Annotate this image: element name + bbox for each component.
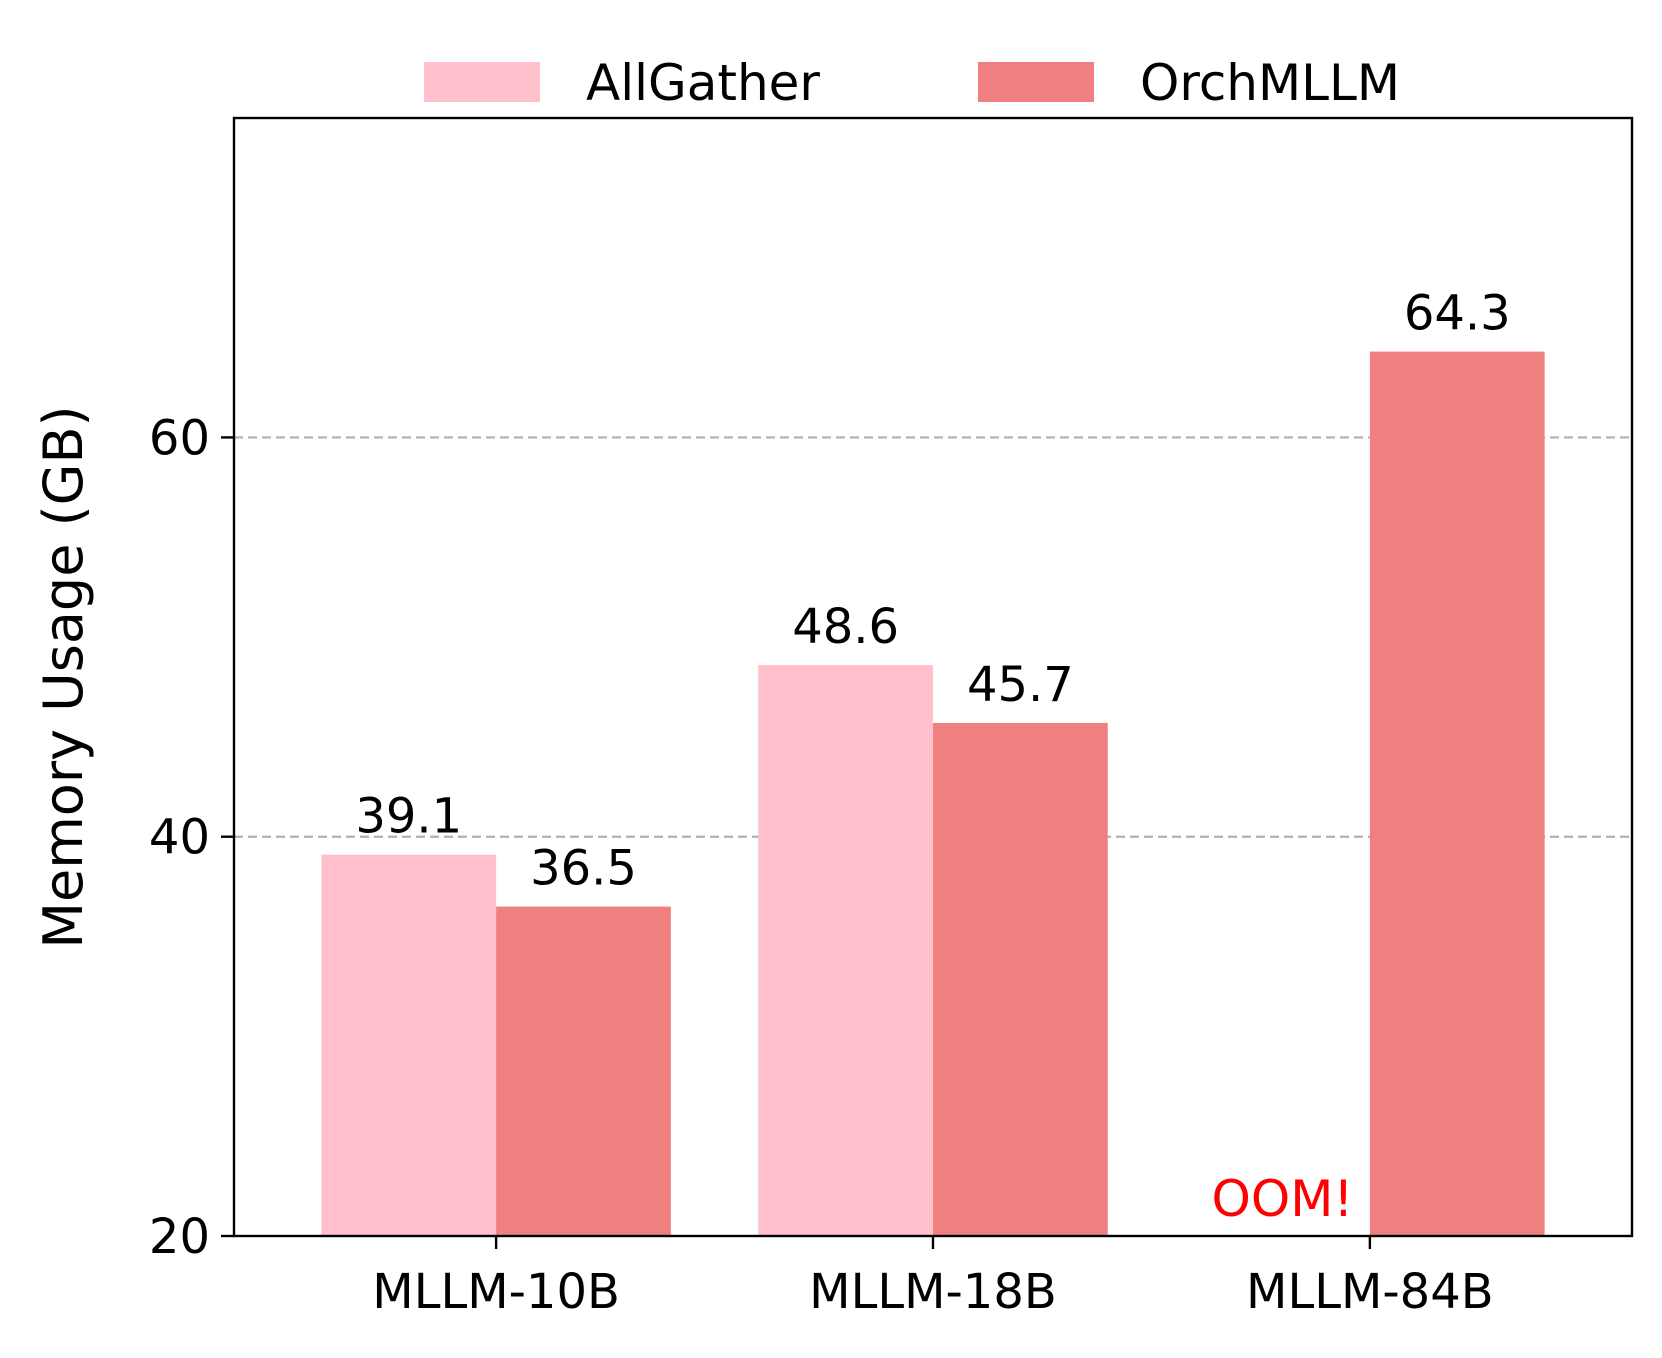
oom-annotation: OOM! xyxy=(1212,1170,1354,1228)
bar-orchmllm-mllm-18b xyxy=(933,722,1108,1236)
legend: AllGather OrchMLLM xyxy=(424,54,1400,112)
legend-swatch-allgather xyxy=(424,62,540,102)
value-label-allgather-mllm-18b: 48.6 xyxy=(792,599,899,655)
legend-label-allgather: AllGather xyxy=(586,54,820,112)
x-tick-label-mllm-84b: MLLM-84B xyxy=(1246,1264,1494,1320)
y-axis: 20 40 60 xyxy=(149,410,234,1265)
x-axis: MLLM-10B MLLM-18B MLLM-84B xyxy=(372,1236,1494,1320)
value-label-orchmllm-mllm-10b: 36.5 xyxy=(530,841,637,897)
x-tick-label-mllm-18b: MLLM-18B xyxy=(809,1264,1057,1320)
legend-swatch-orchmllm xyxy=(978,62,1094,102)
bar-orchmllm-mllm-10b xyxy=(496,906,671,1236)
y-axis-label: Memory Usage (GB) xyxy=(32,405,95,948)
y-tick-label-40: 40 xyxy=(149,810,210,866)
legend-label-orchmllm: OrchMLLM xyxy=(1140,54,1400,112)
value-label-orchmllm-mllm-18b: 45.7 xyxy=(967,657,1074,713)
annotations: OOM! xyxy=(1212,1170,1354,1228)
bar-allgather-mllm-18b xyxy=(758,665,933,1236)
value-label-orchmllm-mllm-84b: 64.3 xyxy=(1404,286,1511,342)
value-label-allgather-mllm-10b: 39.1 xyxy=(355,789,462,845)
x-tick-label-mllm-10b: MLLM-10B xyxy=(372,1264,620,1320)
y-tick-label-20: 20 xyxy=(149,1209,210,1265)
bar-allgather-mllm-10b xyxy=(321,854,497,1236)
value-labels: 39.1 48.6 36.5 45.7 64.3 xyxy=(355,286,1510,897)
y-tick-label-60: 60 xyxy=(149,410,210,466)
bar-orchmllm-mllm-84b xyxy=(1369,351,1545,1236)
bars xyxy=(321,351,1545,1236)
